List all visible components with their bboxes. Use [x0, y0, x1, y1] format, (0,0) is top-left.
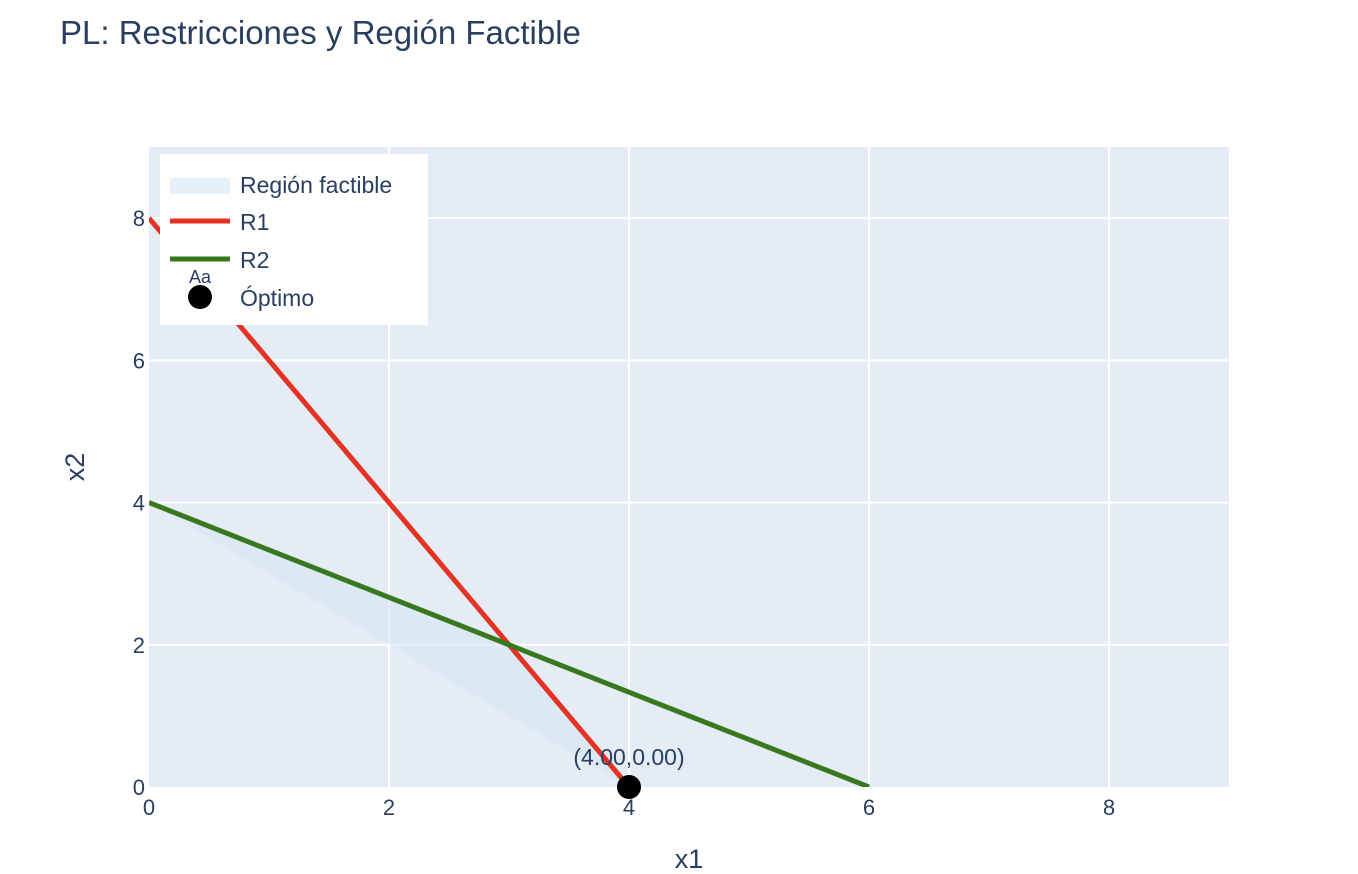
- chart-title: PL: Restricciones y Región Factible: [60, 14, 581, 51]
- legend-label-feasible[interactable]: Región factible: [240, 172, 392, 198]
- x-tick-label: 8: [1103, 795, 1115, 820]
- x-tick-label: 4: [623, 795, 635, 820]
- point-annotation: (4.00,0.00): [573, 744, 684, 770]
- legend: Región factible R1 R2 Aa Óptimo: [160, 154, 428, 325]
- y-tick-label: 0: [133, 775, 145, 800]
- y-tick-label: 6: [133, 348, 145, 373]
- x-tick-label: 6: [863, 795, 875, 820]
- series-r2-line[interactable]: [149, 500, 870, 787]
- y-tick-label: 8: [133, 206, 145, 231]
- legend-swatch-optimo[interactable]: [188, 285, 212, 309]
- legend-label-r1[interactable]: R1: [240, 209, 269, 235]
- series-region-factible-area[interactable]: [149, 502, 629, 787]
- legend-swatch-feasible[interactable]: [170, 178, 230, 194]
- x-axis-title: x1: [675, 844, 704, 874]
- x-tick-label: 2: [383, 795, 395, 820]
- y-axis-title: x2: [60, 453, 90, 482]
- legend-marker-text: Aa: [189, 267, 212, 287]
- legend-label-r2[interactable]: R2: [240, 247, 269, 273]
- y-tick-label: 2: [133, 633, 145, 658]
- series-optimo-point[interactable]: [617, 775, 641, 799]
- x-tick-label: 0: [143, 795, 155, 820]
- y-tick-label: 4: [133, 491, 145, 516]
- legend-label-optimo[interactable]: Óptimo: [240, 285, 314, 311]
